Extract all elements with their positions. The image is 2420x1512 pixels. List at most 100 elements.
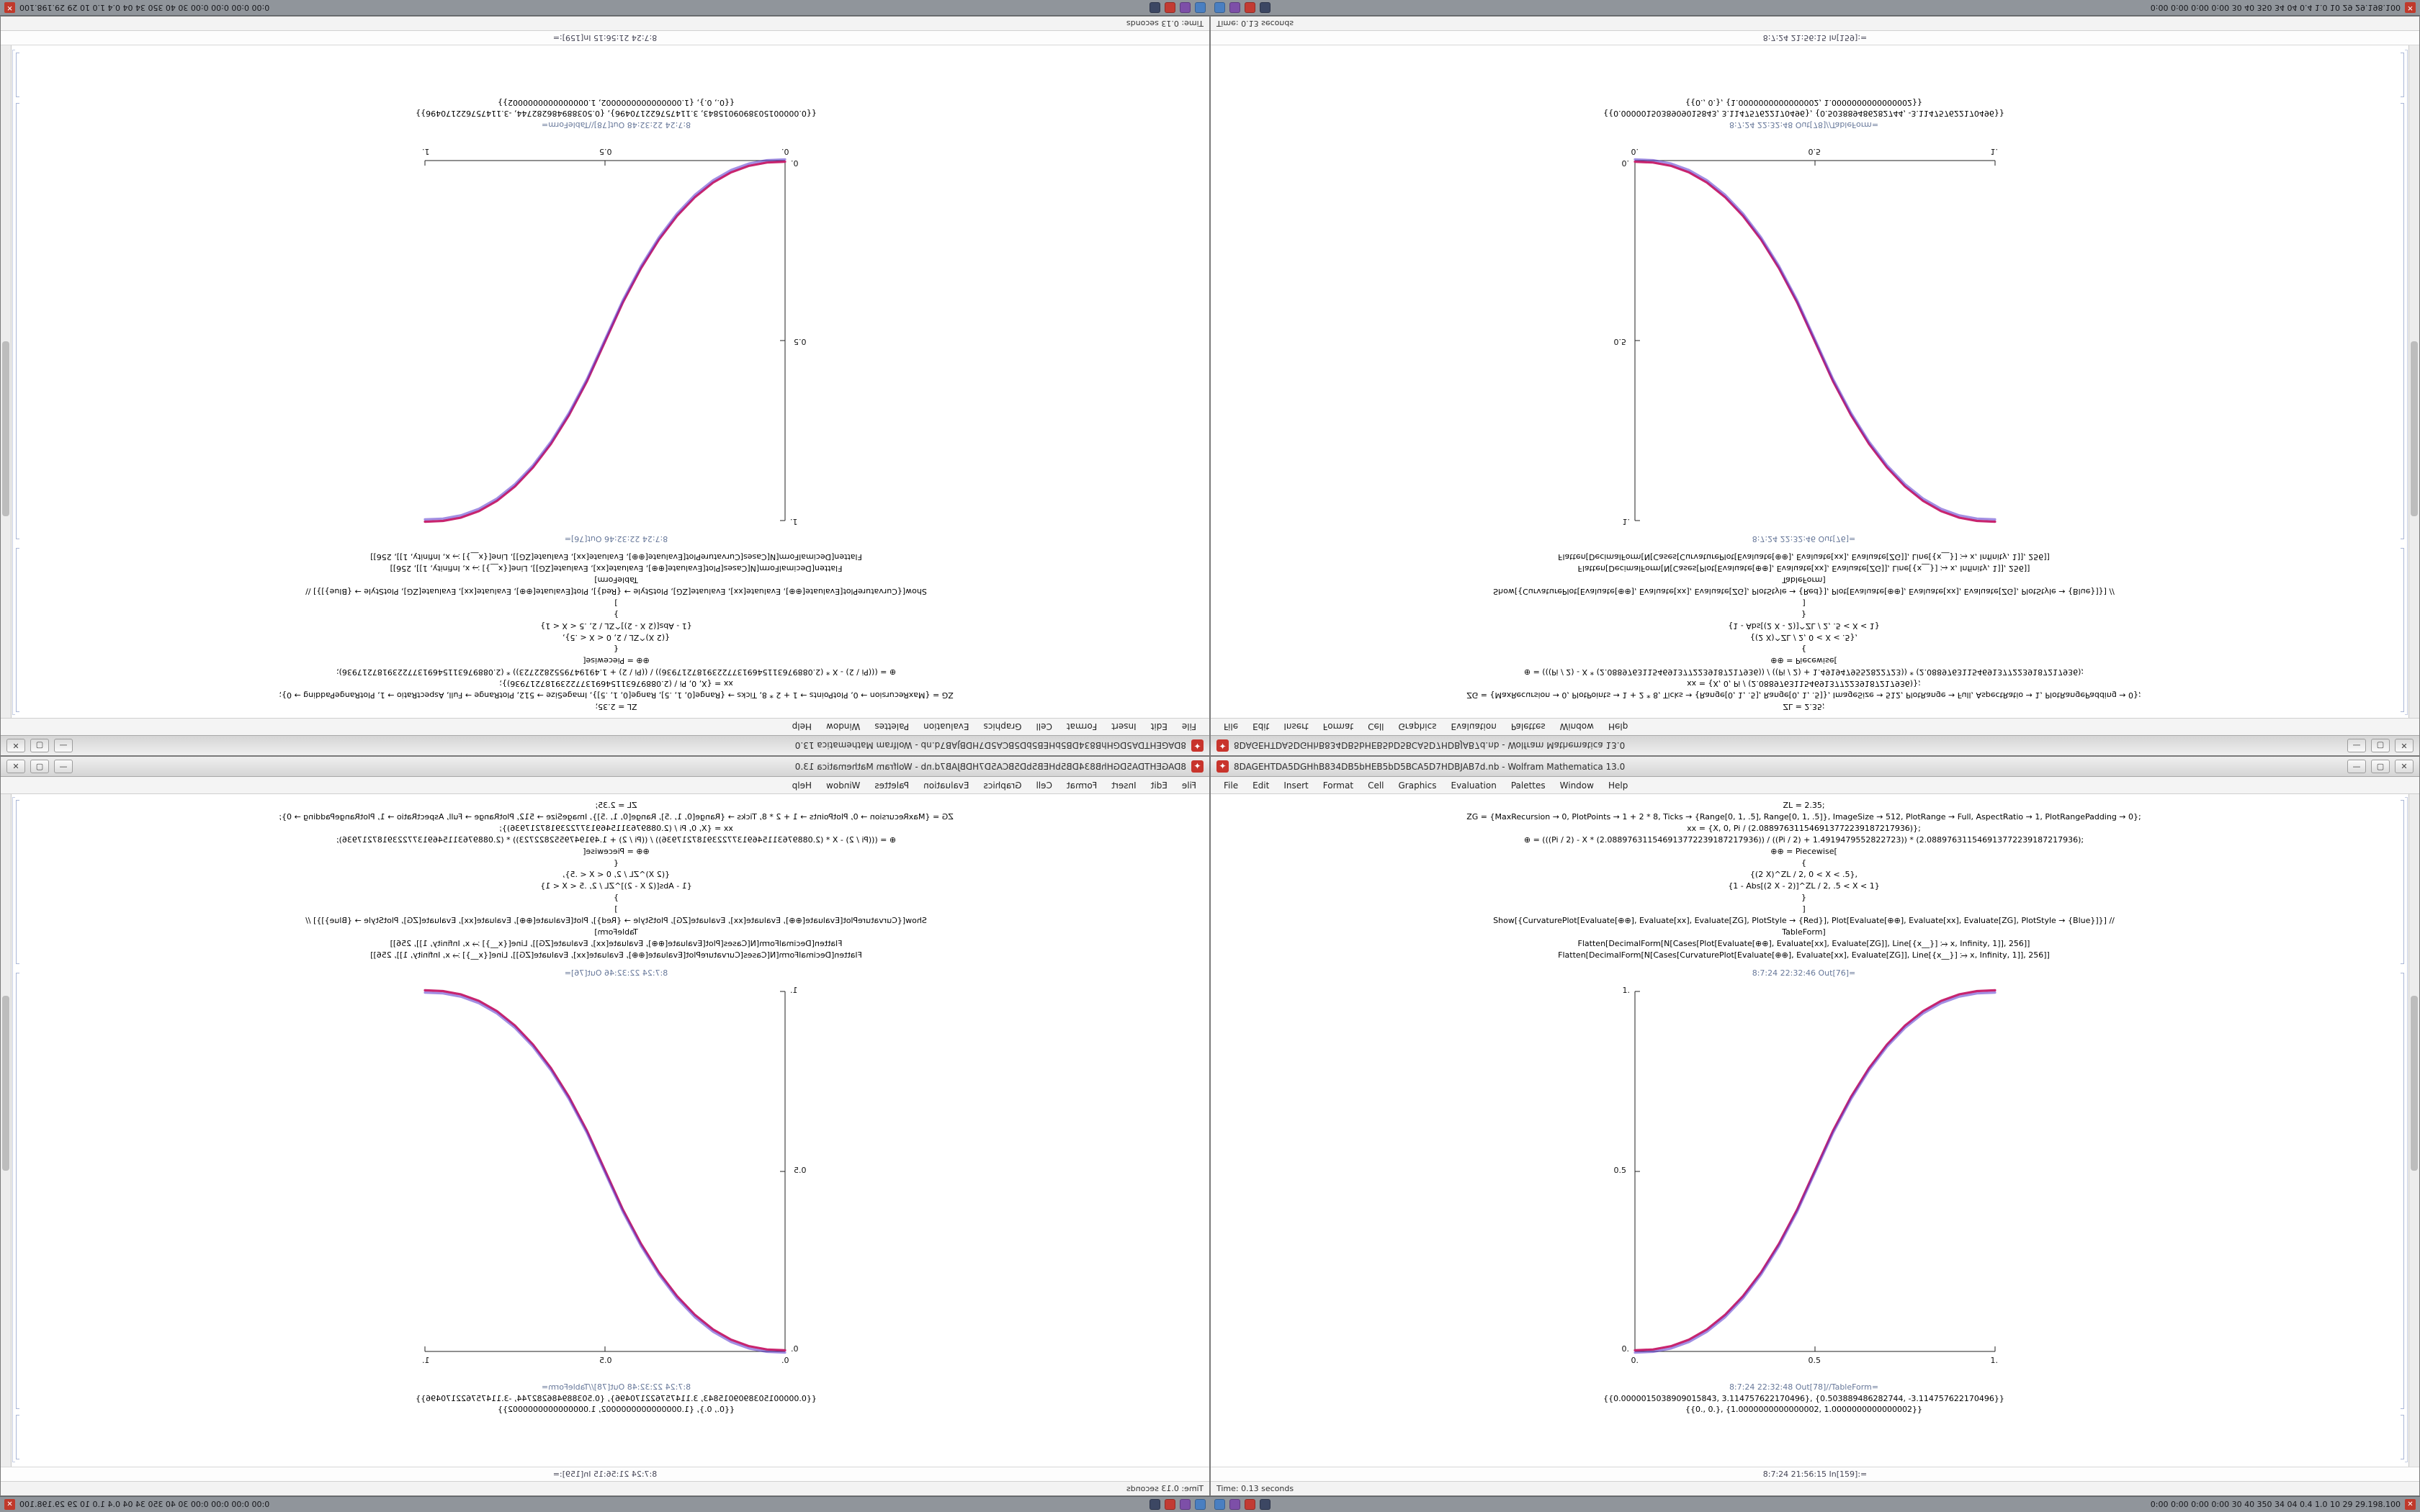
minimize-button[interactable]: — (2347, 760, 2366, 773)
taskbar-app-icon-4[interactable] (1260, 2, 1270, 13)
window-titlebar[interactable]: ✦ 8DAGEHTDA5DGHhB834DB5bHEB5bD5BCA5D7HDB… (1, 735, 1209, 755)
cell-group-bracket[interactable] (2405, 50, 2408, 715)
menu-format[interactable]: Format (1322, 721, 1354, 732)
taskbar-app-icon-1[interactable] (1214, 2, 1225, 13)
menu-help[interactable]: Help (792, 721, 812, 732)
input-cell[interactable]: ZL = 2.35; ZG = {MaxRecursion → 0, PlotP… (23, 800, 1209, 961)
menu-help[interactable]: Help (1608, 721, 1628, 732)
taskbar-app-icon-3[interactable] (1165, 1499, 1175, 1510)
menu-file[interactable]: File (1181, 721, 1196, 732)
menu-insert[interactable]: Insert (1283, 780, 1309, 791)
taskbar-app-icon-2[interactable] (1180, 1499, 1191, 1510)
output-cell-bracket[interactable] (16, 53, 19, 97)
taskbar-close-icon[interactable]: ✕ (2405, 2, 2416, 13)
maximize-button[interactable]: ▢ (2371, 760, 2390, 773)
taskbar-app-icon-1[interactable] (1195, 2, 1206, 13)
input-cell-bracket[interactable] (2401, 800, 2404, 964)
menu-file[interactable]: File (1181, 780, 1196, 791)
vertical-scrollbar[interactable] (2408, 794, 2419, 1467)
input-cell[interactable]: ZL = 2.35; ZG = {MaxRecursion → 0, PlotP… (1211, 551, 2397, 712)
close-button[interactable]: ✕ (6, 739, 25, 752)
taskbar-app-icon-2[interactable] (1229, 1499, 1240, 1510)
scrollbar-thumb[interactable] (2411, 996, 2418, 1171)
input-cell-bracket[interactable] (16, 800, 19, 964)
menu-format[interactable]: Format (1322, 780, 1354, 791)
taskbar-close-icon[interactable]: ✕ (4, 1499, 15, 1510)
menu-insert[interactable]: Insert (1283, 721, 1309, 732)
menu-window[interactable]: Window (826, 780, 861, 791)
taskbar-app-icon-4[interactable] (1150, 1499, 1160, 1510)
menu-window[interactable]: Window (1559, 780, 1594, 791)
history-cell-row[interactable]: 8:7:24 21:56:15 In[159]:= (1, 1467, 1209, 1481)
history-cell-row[interactable]: 8:7:24 21:56:15 In[159]:= (1211, 31, 2419, 45)
input-cell-bracket[interactable] (16, 548, 19, 712)
plot-cell-bracket[interactable] (2401, 103, 2404, 539)
menu-evaluation[interactable]: Evaluation (1451, 721, 1497, 732)
menu-edit[interactable]: Edit (1150, 721, 1168, 732)
menu-graphics[interactable]: Graphics (983, 721, 1022, 732)
menu-evaluation[interactable]: Evaluation (923, 780, 969, 791)
menu-cell[interactable]: Cell (1036, 721, 1052, 732)
menu-palettes[interactable]: Palettes (1510, 780, 1546, 791)
taskbar-app-icon-4[interactable] (1150, 2, 1160, 13)
menu-file[interactable]: File (1224, 721, 1239, 732)
menu-cell[interactable]: Cell (1368, 780, 1384, 791)
history-cell-row[interactable]: 8:7:24 21:56:15 In[159]:= (1211, 1467, 2419, 1481)
menu-cell[interactable]: Cell (1036, 780, 1052, 791)
menu-edit[interactable]: Edit (1252, 780, 1270, 791)
taskbar-app-icon-2[interactable] (1180, 2, 1191, 13)
window-titlebar[interactable]: ✦ 8DAGEHTDA5DGHhB834DB5bHEB5bD5BCA5D7HDB… (1, 757, 1209, 777)
menu-evaluation[interactable]: Evaluation (1451, 780, 1497, 791)
close-button[interactable]: ✕ (6, 760, 25, 773)
maximize-button[interactable]: ▢ (30, 739, 49, 752)
menu-cell[interactable]: Cell (1368, 721, 1384, 732)
menu-graphics[interactable]: Graphics (983, 780, 1022, 791)
menu-help[interactable]: Help (1608, 780, 1628, 791)
taskbar-app-icon-1[interactable] (1195, 1499, 1206, 1510)
menu-palettes[interactable]: Palettes (874, 721, 910, 732)
vertical-scrollbar[interactable] (2408, 45, 2419, 718)
scrollbar-thumb[interactable] (2411, 341, 2418, 516)
menu-help[interactable]: Help (792, 780, 812, 791)
taskbar-app-icon-2[interactable] (1229, 2, 1240, 13)
close-button[interactable]: ✕ (2395, 760, 2414, 773)
minimize-button[interactable]: — (2347, 739, 2366, 752)
close-button[interactable]: ✕ (2395, 739, 2414, 752)
output-cell-bracket[interactable] (16, 1415, 19, 1459)
scrollbar-thumb[interactable] (2, 996, 9, 1171)
maximize-button[interactable]: ▢ (2371, 739, 2390, 752)
menu-insert[interactable]: Insert (1111, 721, 1137, 732)
input-cell-bracket[interactable] (2401, 548, 2404, 712)
vertical-scrollbar[interactable] (1, 794, 12, 1467)
cell-group-bracket[interactable] (2405, 797, 2408, 1462)
menu-format[interactable]: Format (1066, 721, 1098, 732)
plot-cell-bracket[interactable] (2401, 973, 2404, 1409)
menu-edit[interactable]: Edit (1252, 721, 1270, 732)
minimize-button[interactable]: — (54, 760, 73, 773)
menu-format[interactable]: Format (1066, 780, 1098, 791)
input-cell[interactable]: ZL = 2.35; ZG = {MaxRecursion → 0, PlotP… (1211, 800, 2397, 961)
taskbar-close-icon[interactable]: ✕ (2405, 1499, 2416, 1510)
history-cell-row[interactable]: 8:7:24 21:56:15 In[159]:= (1, 31, 1209, 45)
menu-palettes[interactable]: Palettes (1510, 721, 1546, 732)
maximize-button[interactable]: ▢ (30, 760, 49, 773)
menu-graphics[interactable]: Graphics (1398, 780, 1437, 791)
menu-insert[interactable]: Insert (1111, 780, 1137, 791)
taskbar-close-icon[interactable]: ✕ (4, 2, 15, 13)
minimize-button[interactable]: — (54, 739, 73, 752)
taskbar-app-icon-4[interactable] (1260, 1499, 1270, 1510)
menu-palettes[interactable]: Palettes (874, 780, 910, 791)
scrollbar-thumb[interactable] (2, 341, 9, 516)
output-cell-bracket[interactable] (2401, 53, 2404, 97)
vertical-scrollbar[interactable] (1, 45, 12, 718)
cell-group-bracket[interactable] (12, 50, 15, 715)
plot-cell-bracket[interactable] (16, 973, 19, 1409)
menu-window[interactable]: Window (826, 721, 861, 732)
menu-evaluation[interactable]: Evaluation (923, 721, 969, 732)
window-titlebar[interactable]: ✦ 8DAGEHTDA5DGHhB834DB5bHEB5bD5BCA5D7HDB… (1211, 735, 2419, 755)
plot-cell-bracket[interactable] (16, 103, 19, 539)
menu-file[interactable]: File (1224, 780, 1239, 791)
taskbar-app-icon-3[interactable] (1165, 2, 1175, 13)
taskbar-app-icon-3[interactable] (1245, 2, 1255, 13)
menu-window[interactable]: Window (1559, 721, 1594, 732)
